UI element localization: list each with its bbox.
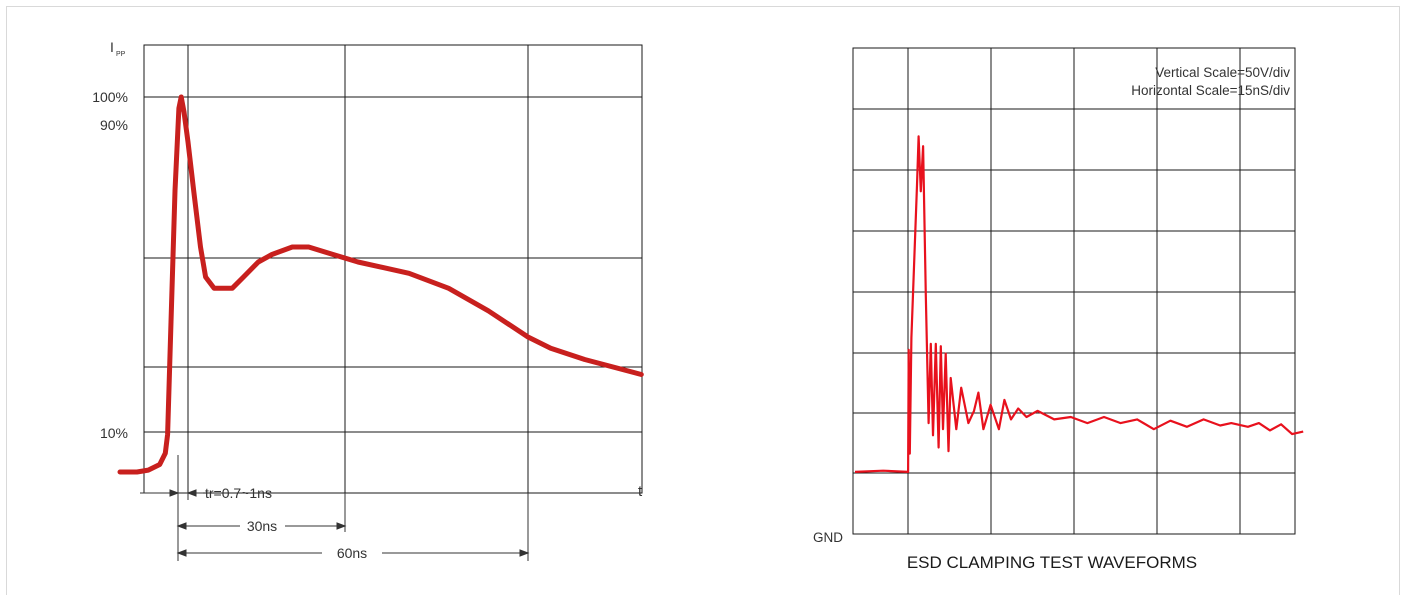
arrowhead (176, 522, 187, 530)
right-chart: Vertical Scale=50V/div Horizontal Scale=… (813, 47, 1304, 572)
timing-dimensions (140, 455, 530, 561)
y-tick-label-10: 10% (100, 425, 128, 441)
arrowhead (519, 549, 530, 557)
right-chart-title: ESD CLAMPING TEST WAVEFORMS (907, 553, 1197, 572)
horizontal-scale-annotation: Horizontal Scale=15nS/div (1131, 83, 1290, 98)
left-plot-border (143, 44, 643, 494)
arrowhead (176, 549, 187, 557)
t60-label: 60ns (337, 545, 367, 561)
y-axis-label-sub: PP (116, 51, 126, 58)
x-axis-label: t (638, 483, 643, 500)
t30-label: 30ns (247, 518, 277, 534)
arrowhead (169, 489, 180, 497)
y-tick-label-100: 100% (92, 89, 128, 105)
y-axis-label: I (110, 39, 114, 55)
gnd-label: GND (813, 530, 843, 545)
rise-time-label: tr=0.7~1ns (205, 485, 272, 501)
arrowhead (186, 489, 197, 497)
left-series-line (117, 94, 644, 475)
arrowhead (336, 522, 347, 530)
left-grid (144, 45, 642, 493)
vertical-scale-annotation: Vertical Scale=50V/div (1155, 65, 1290, 80)
y-tick-label-90: 90% (100, 117, 128, 133)
right-series-line (854, 135, 1304, 473)
right-grid (853, 48, 1295, 534)
left-chart: I PP 100% 90% 10% t tr=0.7~ (92, 39, 644, 561)
figure-frame (6, 6, 1400, 595)
